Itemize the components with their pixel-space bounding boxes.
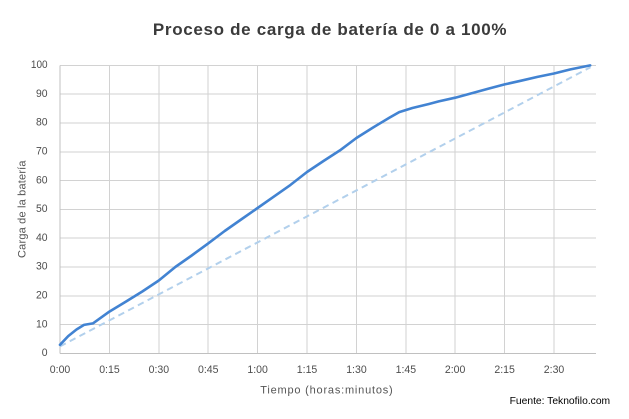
svg-text:0:15: 0:15	[99, 364, 120, 376]
svg-text:30: 30	[36, 261, 48, 273]
svg-text:Carga de la batería: Carga de la batería	[17, 160, 29, 258]
svg-text:0:30: 0:30	[149, 364, 170, 376]
svg-text:10: 10	[36, 318, 48, 330]
svg-text:60: 60	[36, 174, 48, 186]
svg-text:2:30: 2:30	[544, 364, 565, 376]
svg-text:70: 70	[36, 146, 48, 158]
svg-text:0: 0	[42, 347, 48, 359]
svg-text:90: 90	[36, 88, 48, 100]
svg-text:1:30: 1:30	[346, 364, 367, 376]
svg-text:Tiempo (horas:minutos): Tiempo (horas:minutos)	[260, 384, 392, 396]
svg-text:20: 20	[36, 290, 48, 302]
svg-text:Proceso de carga de batería de: Proceso de carga de batería de 0 a 100%	[153, 20, 507, 39]
svg-text:Fuente: Teknofilo.com: Fuente: Teknofilo.com	[510, 396, 611, 407]
svg-text:1:00: 1:00	[247, 364, 268, 376]
svg-text:0:45: 0:45	[198, 364, 219, 376]
svg-text:2:15: 2:15	[494, 364, 515, 376]
svg-text:50: 50	[36, 203, 48, 215]
svg-text:0:00: 0:00	[50, 364, 71, 376]
svg-text:80: 80	[36, 117, 48, 129]
svg-text:40: 40	[36, 232, 48, 244]
svg-text:1:45: 1:45	[396, 364, 417, 376]
svg-text:2:00: 2:00	[445, 364, 466, 376]
svg-text:100: 100	[31, 59, 48, 71]
svg-text:1:15: 1:15	[297, 364, 318, 376]
